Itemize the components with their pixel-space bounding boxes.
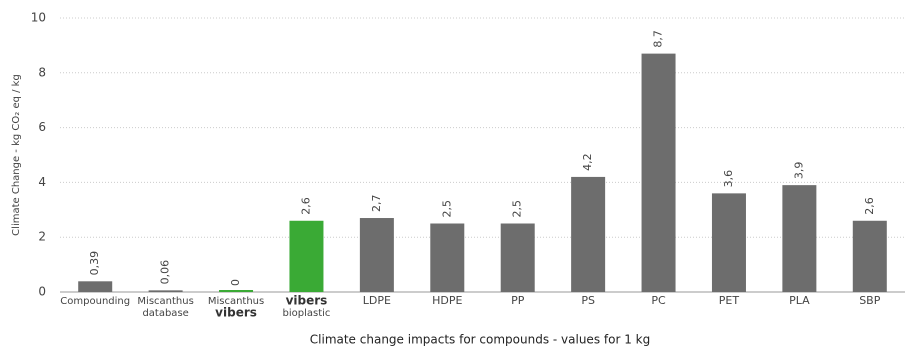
x-tick-label: SBP [859,294,881,307]
bar [78,281,113,292]
x-tick-label: PS [581,294,595,307]
x-tick-label: PC [651,294,666,307]
x-axis-label: Climate change impacts for compounds - v… [310,333,650,347]
y-tick-label: 0 [38,285,46,299]
bar [148,290,183,292]
y-tick-label: 10 [31,11,46,25]
bar [711,193,746,292]
y-axis-label: Climate Change - kg CO₂ eq / kg [11,74,22,236]
bar [289,220,324,292]
x-tick-label: PET [719,294,740,307]
x-tick-label: Miscanthus [208,296,264,307]
bar [782,185,817,292]
x-tick-label: Miscanthus [137,296,193,307]
y-tick-label: 8 [38,65,46,79]
bar [641,53,676,293]
x-tick-label: HDPE [432,294,462,307]
y-tick-label: 4 [38,175,46,189]
y-tick-label: 6 [38,120,46,134]
x-tick-label: LDPE [363,294,391,307]
x-tick-label: vibers [215,306,257,320]
bar [430,223,465,292]
value-label: 0 [229,279,242,286]
value-label: 0,06 [159,260,172,285]
value-label: 3,6 [722,170,735,188]
value-label: 2,6 [863,197,876,215]
value-label: 2,6 [299,197,312,215]
bar [359,218,394,292]
bar [219,290,254,292]
value-label: 8,7 [652,30,665,48]
value-label: 0,39 [88,251,101,276]
x-tick-label: database [142,308,188,319]
x-tick-label: PP [511,294,525,307]
value-label: 4,2 [581,153,594,171]
value-label: 3,9 [792,162,805,180]
x-tick-label: Compounding [60,296,130,307]
y-tick-label: 2 [38,230,46,244]
value-label: 2,7 [370,195,383,213]
bar [571,176,606,292]
x-tick-label: bioplastic [283,308,331,319]
bar [500,223,535,292]
x-tick-label: PLA [789,294,810,307]
value-label: 2,5 [511,200,524,218]
bar [852,220,887,292]
x-tick-label: vibers [286,294,328,308]
value-label: 2,5 [440,200,453,218]
